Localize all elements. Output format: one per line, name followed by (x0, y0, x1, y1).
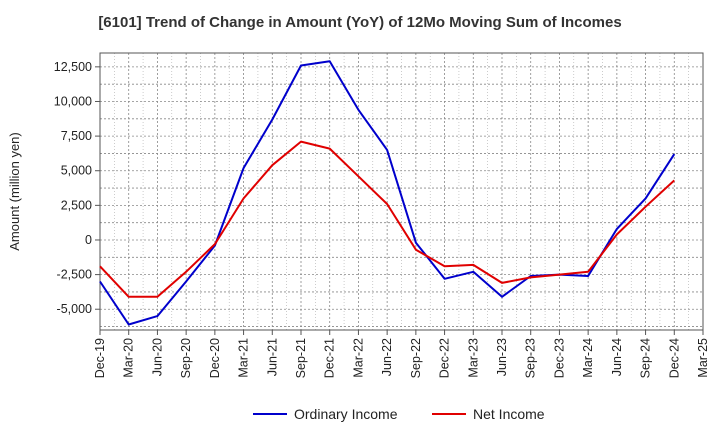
x-tick-label: Mar-25 (696, 338, 710, 378)
x-tick-label: Jun-23 (495, 338, 509, 376)
x-tick-label: Sep-23 (524, 338, 538, 378)
series-line-net-income (99, 140, 675, 298)
y-tick-label: 5,000 (61, 164, 92, 178)
x-tick-label: Jun-21 (265, 338, 279, 376)
series (99, 60, 676, 326)
series-line-ordinary-income (99, 60, 676, 326)
grid (99, 53, 704, 330)
y-axis-title: Amount (million yen) (7, 132, 22, 251)
legend-label: Ordinary Income (294, 406, 398, 422)
x-tick-label: Mar-20 (122, 338, 136, 378)
y-tick-label: 12,500 (54, 60, 92, 74)
chart-title: [6101] Trend of Change in Amount (YoY) o… (98, 14, 622, 31)
y-tick-label: -2,500 (57, 268, 92, 282)
x-tick-label: Jun-22 (380, 338, 394, 376)
x-tick-label: Mar-24 (581, 338, 595, 378)
x-tick-label: Dec-22 (438, 338, 452, 378)
plot-frame (99, 52, 704, 331)
y-tick-label: 10,000 (54, 94, 92, 108)
x-tick-label: Sep-22 (409, 338, 423, 378)
x-tick-label: Dec-19 (93, 338, 107, 378)
x-tick-label: Mar-22 (351, 338, 365, 378)
x-tick-label: Dec-23 (552, 338, 566, 378)
x-tick-label: Sep-20 (179, 338, 193, 378)
x-tick-label: Mar-23 (466, 338, 480, 378)
legend-label: Net Income (473, 406, 545, 422)
y-tick-label: 7,500 (61, 129, 92, 143)
x-tick-label: Dec-20 (208, 338, 222, 378)
x-tick-label: Dec-21 (323, 338, 337, 378)
y-tick-label: 0 (85, 233, 92, 247)
x-tick-label: Mar-21 (237, 338, 251, 378)
x-tick-label: Dec-24 (667, 338, 681, 378)
legend: Ordinary Income Net Income (253, 406, 545, 422)
x-tick-label: Sep-21 (294, 338, 308, 378)
x-tick-label: Jun-20 (150, 338, 164, 376)
y-tick-label: 2,500 (61, 198, 92, 212)
x-axis-ticks: Dec-19 Mar-20 Jun-20 Sep-20 Dec-20 Mar-21 Jun-… (93, 330, 710, 378)
y-axis-ticks: -5,000 -2,500 0 2,500 5,000 7,500 10,000 12,500 (54, 60, 100, 316)
y-tick-label: -5,000 (57, 302, 92, 316)
x-tick-label: Jun-24 (610, 338, 624, 376)
x-tick-label: Sep-24 (639, 338, 653, 378)
